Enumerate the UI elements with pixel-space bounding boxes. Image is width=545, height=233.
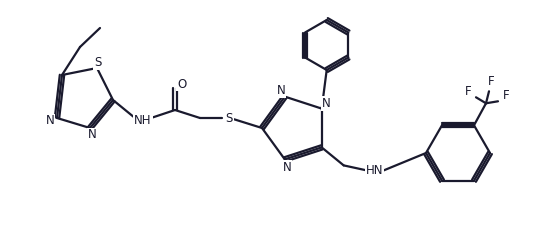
- Text: N: N: [282, 161, 291, 174]
- Text: F: F: [465, 85, 471, 98]
- Text: N: N: [276, 84, 285, 97]
- Text: F: F: [502, 89, 510, 102]
- Text: S: S: [225, 113, 233, 126]
- Text: F: F: [488, 75, 494, 88]
- Text: N: N: [46, 114, 54, 127]
- Text: S: S: [94, 56, 102, 69]
- Text: N: N: [88, 129, 96, 141]
- Text: O: O: [177, 78, 186, 90]
- Text: HN: HN: [366, 164, 384, 177]
- Text: NH: NH: [134, 113, 152, 127]
- Text: N: N: [322, 97, 331, 110]
